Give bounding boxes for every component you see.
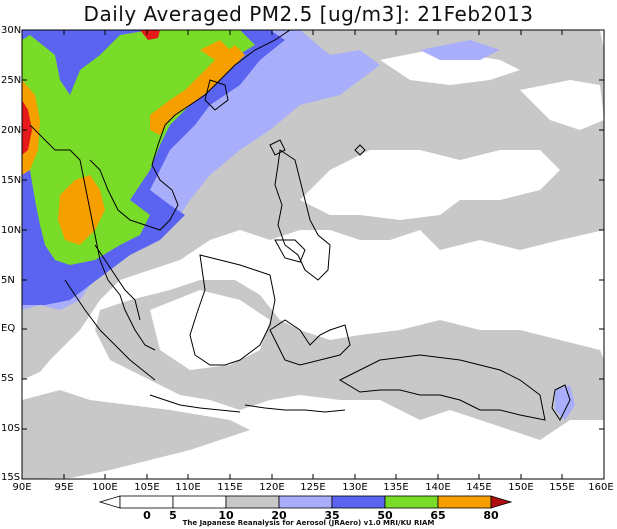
lat-label-10n: 10N [1, 225, 22, 236]
lon-label-155e: 155E [549, 482, 575, 493]
colorbar-label-50: 50 [377, 509, 393, 522]
lat-label-20n: 20N [1, 125, 22, 136]
lon-label-125e: 125E [300, 482, 326, 493]
colorbar-swatch-35-50 [331, 495, 386, 509]
colorbar-label-35: 35 [324, 509, 340, 522]
lon-label-160e: 160E [588, 482, 614, 493]
lat-label-15n: 15N [1, 175, 22, 186]
lon-label-130e: 130E [342, 482, 368, 493]
coastlines [29, 30, 571, 421]
lat-label-5s: 5S [1, 373, 14, 384]
colorbar-low-arrow [98, 495, 121, 509]
lon-label-110e: 110E [175, 482, 201, 493]
colorbar-swatch-50-65 [384, 495, 439, 509]
colorbar-label-80: 80 [483, 509, 499, 522]
pm25-white-region [150, 50, 604, 370]
lon-label-115e: 115E [217, 482, 243, 493]
colorbar-label-65: 65 [430, 509, 446, 522]
lon-label-95e: 95E [54, 482, 74, 493]
lon-label-135e: 135E [383, 482, 409, 493]
colorbar-label-20: 20 [271, 509, 287, 522]
lat-ticks [22, 79, 604, 430]
lat-label-25n: 25N [1, 75, 22, 86]
colorbar [98, 495, 513, 509]
colorbar-swatch-0-5 [119, 495, 174, 509]
credit-line: The Japanese Reanalysis for Aerosol (JRA… [182, 519, 435, 527]
colorbar-label-10: 10 [218, 509, 234, 522]
colorbar-swatch-10-20 [225, 495, 280, 509]
colorbar-label-5: 5 [169, 509, 177, 522]
lon-label-105e: 105E [134, 482, 160, 493]
lon-label-145e: 145E [466, 482, 492, 493]
colorbar-swatch-65-80 [437, 495, 492, 509]
lon-ticks [63, 30, 563, 479]
map-title: Daily Averaged PM2.5 [ug/m3]: 21Feb2013 [83, 2, 534, 26]
colorbar-high-arrow [490, 495, 513, 509]
lat-label-15s: 15S [1, 472, 21, 483]
lat-label-10s: 10S [1, 423, 21, 434]
lat-label-30n: 30N [1, 25, 22, 36]
lon-label-100e: 100E [92, 482, 118, 493]
lat-label-eq: EQ [1, 323, 16, 334]
colorbar-swatch-20-35 [278, 495, 333, 509]
lon-label-140e: 140E [425, 482, 451, 493]
colorbar-label-0: 0 [143, 509, 151, 522]
lon-label-150e: 150E [508, 482, 534, 493]
lon-label-120e: 120E [259, 482, 285, 493]
pm25-red-region [22, 30, 160, 155]
lon-label-90e: 90E [12, 482, 32, 493]
lat-label-5n: 5N [1, 275, 15, 286]
colorbar-swatch-5-10 [172, 495, 227, 509]
